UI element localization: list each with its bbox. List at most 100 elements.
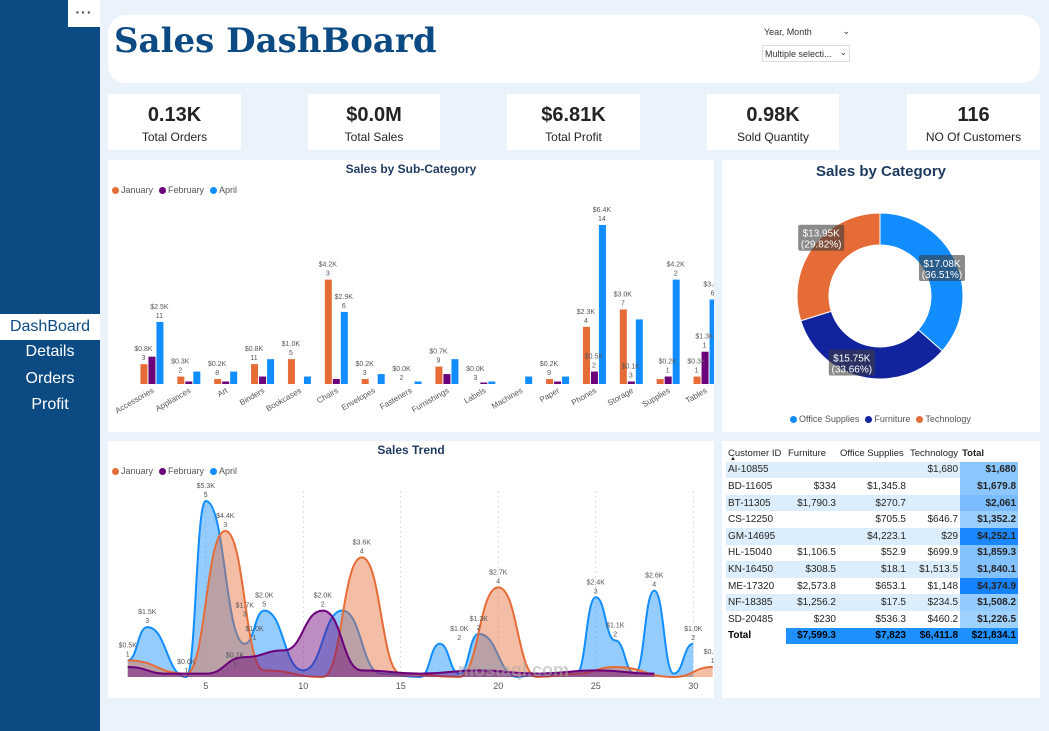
data-label: 14 [598, 216, 606, 223]
bar [664, 376, 672, 384]
x-tick-label: Supplies [641, 386, 672, 409]
legend-february[interactable]: February [159, 185, 204, 195]
legend-technology[interactable]: Technology [916, 414, 971, 424]
kpi-label: Sold Quantity [736, 130, 810, 144]
data-label: 5 [262, 602, 266, 609]
data-label: 2 [400, 375, 404, 382]
customer-matrix-panel: Customer ID ▲ Furniture Office Supplies T… [722, 441, 1040, 698]
column-header[interactable]: Total [962, 447, 985, 459]
customer-id-cell: CS-12250 [728, 514, 774, 526]
value-cell: $230 [813, 613, 836, 625]
legend-april[interactable]: April [210, 185, 237, 195]
table-row[interactable]: BD-11605 $334 $1,345.8 $1,679.8 [726, 478, 1019, 495]
x-tick-label: 20 [493, 681, 503, 691]
data-label: $0.3K [687, 359, 706, 366]
data-label: $1.0K [282, 341, 301, 348]
x-tick-label: 5 [203, 681, 208, 691]
legend-furniture[interactable]: Furniture [865, 414, 910, 424]
value-cell [908, 494, 961, 512]
data-label: $2.7K [489, 569, 508, 576]
table-row[interactable]: SD-20485 $230 $536.3 $460.2 $1,226.5 [726, 610, 1019, 628]
sort-asc-icon[interactable]: ▲ [730, 456, 736, 462]
table-row[interactable]: AI-10855 $1,680 $1,680 [726, 461, 1019, 479]
x-tick-label: Envelopes [340, 386, 377, 412]
customer-id-cell: KN-16450 [726, 561, 786, 578]
kpi-label: Total Orders [141, 130, 208, 144]
value-cell: $1,680 [960, 461, 1019, 479]
bar [148, 356, 156, 384]
x-tick-label: Art [216, 386, 230, 399]
nav-dashboard[interactable]: DashBoard [0, 314, 100, 340]
chevron-down-icon[interactable]: ⌄ [839, 47, 847, 57]
data-label: $1.0K [245, 626, 264, 633]
data-label: 1 [253, 635, 257, 642]
data-label: 6 [342, 303, 346, 310]
value-cell [838, 461, 908, 479]
nav-details[interactable]: Details [25, 343, 75, 360]
table-row[interactable]: NF-18385 $1,256.2 $17.5 $234.5 $1,508.2 [726, 594, 1019, 611]
x-tick-label: Furnishings [410, 386, 450, 414]
bar [672, 279, 680, 384]
table-row[interactable]: KN-16450 $308.5 $18.1 $1,513.5 $1,840.1 [726, 561, 1019, 578]
header-panel: Sales DashBoard Year, Month ⌄ Multiple s… [108, 15, 1040, 83]
category-donut-chart: $17.08K(36.51%) $15.75K(33.66%) $13.95K(29… [796, 212, 965, 380]
year-month-slicer[interactable]: Year, Month ⌄ [764, 26, 850, 37]
legend-office-supplies[interactable]: Office Supplies [790, 414, 859, 424]
data-label: 1 [126, 651, 130, 658]
column-header[interactable]: Office Supplies [840, 447, 904, 459]
value-cell: $1,148 [927, 580, 959, 592]
more-options-icon[interactable]: ··· [68, 0, 100, 27]
slicer-value: Multiple selecti... [765, 49, 832, 59]
data-label: 2 [691, 635, 695, 642]
table-row[interactable]: CS-12250 $705.5 $646.7 $1,352.2 [726, 511, 1019, 528]
x-tick-label: Fasteners [378, 386, 413, 412]
legend-february[interactable]: February [159, 466, 204, 476]
bar [324, 279, 332, 384]
data-label: $1.3K [470, 616, 489, 623]
bar [361, 379, 369, 384]
customer-matrix-table: Customer ID ▲ Furniture Office Supplies T… [726, 445, 1019, 645]
data-label: 2 [178, 368, 182, 375]
table-row[interactable]: BT-11305 $1,790.3 $270.7 $2,061 [726, 494, 1019, 512]
value-cell: $4,252.1 [960, 527, 1019, 545]
page-title: Sales DashBoard [114, 21, 437, 61]
data-label: $0.2K [226, 652, 245, 659]
data-label: 3 [141, 355, 145, 362]
column-header[interactable]: Furniture [788, 447, 827, 459]
data-label: 4 [584, 318, 588, 325]
legend-january[interactable]: January [112, 466, 153, 476]
data-label: $0.2K [659, 359, 678, 366]
kpi-value: $6.81K [541, 104, 606, 126]
legend-january[interactable]: January [112, 185, 153, 195]
table-row[interactable]: GM-14695 $4,223.1 $29 $4,252.1 [726, 527, 1019, 545]
bar [222, 381, 230, 384]
value-cell: $270.7 [838, 494, 908, 512]
data-label: 4 [360, 548, 364, 555]
chart-title: Sales by Sub-Category [345, 162, 477, 176]
customer-id-cell: HL-15040 [728, 547, 772, 559]
kpi-label: Total Profit [545, 130, 602, 144]
kpi-value: 116 [957, 104, 990, 126]
area-line [127, 609, 655, 675]
total-label: Total [726, 627, 786, 645]
column-header[interactable]: Technology [910, 447, 959, 459]
data-label: 3 [326, 271, 330, 278]
nav-profit[interactable]: Profit [31, 396, 69, 413]
bar [598, 224, 606, 384]
x-tick-label: Appliances [154, 386, 192, 413]
bar [546, 379, 554, 384]
data-label: 3 [145, 618, 149, 625]
column-header[interactable]: Customer ID ▲ [728, 447, 782, 462]
table-row[interactable]: HL-15040 $1,106.5 $52.9 $699.9 $1,859.3 [726, 544, 1019, 562]
nav-orders[interactable]: Orders [25, 370, 75, 387]
data-label: $0.0K [177, 659, 196, 666]
bar [635, 319, 643, 384]
slicer-dropdown[interactable]: Multiple selecti... ⌄ [762, 45, 850, 62]
slice-label-bg [918, 255, 965, 282]
legend-april[interactable]: April [210, 466, 237, 476]
table-row[interactable]: ME-17320 $2,573.8 $653.1 $1,148 $4,374.9 [726, 577, 1019, 595]
data-label: $0.0K [392, 366, 411, 373]
data-label: 1 [184, 668, 188, 675]
customer-id-cell: BD-11605 [728, 480, 773, 492]
chevron-down-icon[interactable]: ⌄ [842, 26, 850, 36]
